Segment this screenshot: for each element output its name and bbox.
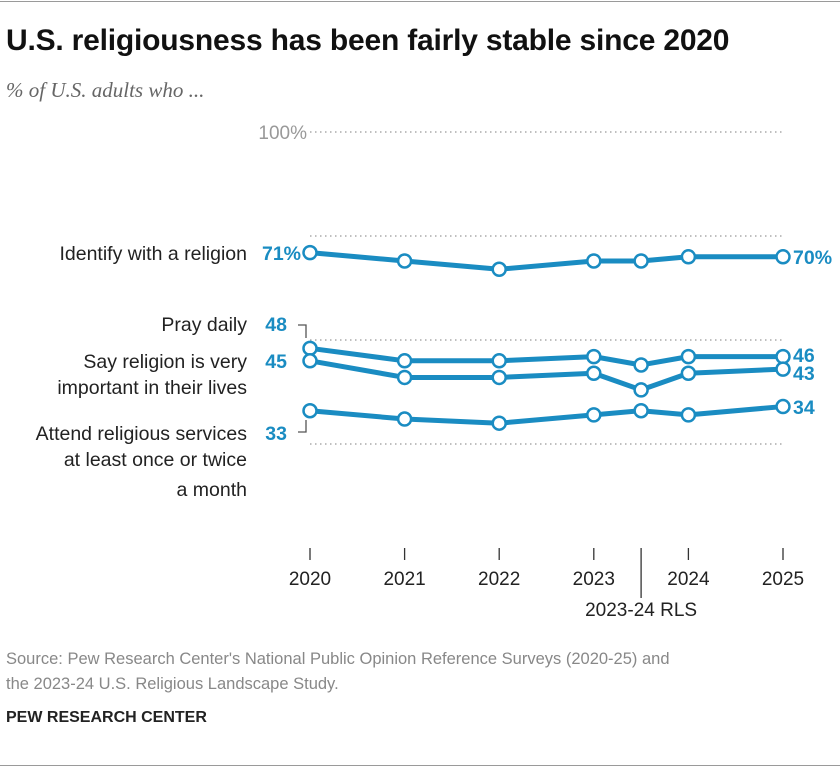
data-point [491,353,507,369]
data-point [680,365,697,382]
source-note-line2: the 2023-24 U.S. Religious Landscape Stu… [6,675,339,693]
data-point [586,253,602,269]
chart-subtitle: % of U.S. adults who ... [6,78,205,102]
x-tick-label: 2022 [478,569,520,590]
start-value-label: 45 [265,351,287,373]
line-chart: 100% 2020 2021 2022 2023 2024 2025 2023-24 RLS I… [36,123,832,621]
x-tick-label: 2021 [383,569,425,590]
data-point [633,253,649,269]
end-value-label: 70% [793,247,832,269]
start-value-label: 48 [265,314,287,336]
x-tick-label: 2020 [289,569,331,590]
series-line [309,250,783,272]
start-value-label: 33 [265,423,287,445]
data-point [680,249,697,265]
data-point [302,244,318,261]
data-point [491,415,507,431]
data-point [396,369,413,386]
brand-name: PEW RESEARCH CENTER [6,709,207,726]
x-tick-label: 2025 [762,569,804,590]
end-value-label: 43 [793,363,815,385]
series-line [309,345,783,368]
data-point [633,402,649,419]
data-point [586,407,602,423]
data-point [775,361,791,377]
series-name: Identify with a religion [59,243,247,265]
bottom-rule [0,765,840,766]
series-name: Attend religious services at least once o… [36,423,248,501]
series-line [309,358,784,393]
bracket-pray-daily [298,324,307,338]
data-point [491,369,507,386]
data-point [396,253,413,269]
end-value-label: 34 [793,397,815,419]
data-point [396,353,413,369]
top-rule [0,1,840,2]
series-name: Pray daily [161,314,247,336]
bracket-attend [298,420,307,433]
series-line [309,404,784,426]
data-point [680,348,697,365]
data-point [491,261,507,278]
data-point [775,249,791,265]
x-tick-label: 2024 [667,569,710,590]
data-point [680,407,697,423]
chart-title: U.S. religiousness has been fairly stabl… [6,24,730,57]
data-point [633,382,649,398]
data-point [775,398,791,415]
data-point [396,411,413,427]
rls-annotation-label: 2023-24 RLS [585,600,697,621]
x-tick-label: 2023 [573,569,615,590]
start-value-label: 71% [262,243,301,265]
source-note-line1: Source: Pew Research Center's National P… [6,650,670,668]
data-point [302,340,318,357]
data-point [302,402,318,419]
series-name: Say religion is very important in their l… [57,351,247,399]
data-point [775,348,791,365]
data-point [302,353,318,369]
end-value-label: 46 [793,345,815,367]
data-point [586,348,602,365]
data-point [633,357,649,373]
y-tick-label: 100% [258,123,307,144]
data-point [586,365,602,382]
